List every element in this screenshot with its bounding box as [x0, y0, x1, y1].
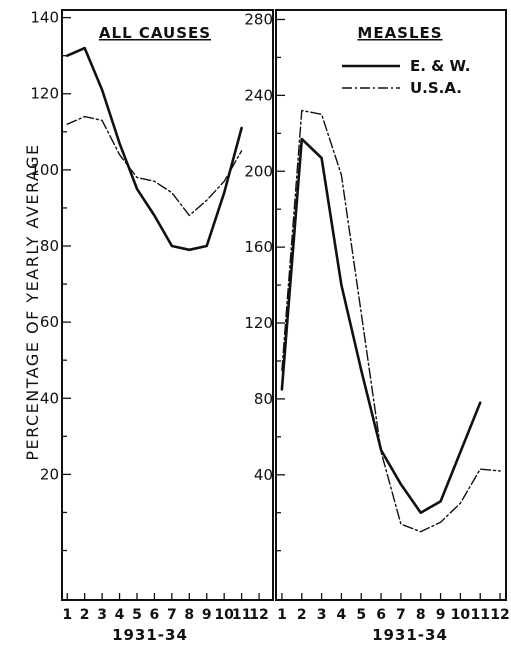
x-tick-label-1: 1 — [277, 607, 287, 623]
panel-all-causes-x-label: 1931-34 — [112, 626, 188, 644]
x-tick-label-9: 9 — [436, 607, 446, 623]
x-tick-label-6: 6 — [376, 607, 386, 623]
measles-series-e-w — [280, 137, 482, 515]
panel-measles: MEASLES 1931-34 E. & W. U.S.A. 408012016… — [244, 9, 510, 644]
y-axis-label: PERCENTAGE OF YEARLY AVERAGE — [23, 143, 42, 460]
legend-label-usa: U.S.A. — [410, 79, 462, 97]
x-tick-label-5: 5 — [356, 607, 366, 623]
y-tick-label-120: 120 — [30, 85, 59, 103]
x-tick-label-2: 2 — [80, 607, 90, 623]
x-tick-label-11: 11 — [232, 607, 251, 623]
x-tick-label-8: 8 — [184, 607, 194, 623]
panel-measles-title: MEASLES — [357, 24, 442, 42]
x-tick-label-7: 7 — [396, 607, 406, 623]
x-tick-label-8: 8 — [416, 607, 426, 623]
x-tick-label-12: 12 — [249, 607, 268, 623]
all-causes-series-u-s-a — [66, 115, 243, 217]
y-tick-label-40: 40 — [254, 466, 273, 484]
y-tick-label-280: 280 — [244, 10, 273, 28]
y-tick-label-80: 80 — [254, 390, 273, 408]
measles-series-u-s-a — [281, 109, 501, 533]
x-tick-label-11: 11 — [470, 607, 489, 623]
y-tick-label-100: 100 — [30, 161, 59, 179]
x-tick-label-10: 10 — [451, 607, 471, 623]
x-tick-label-7: 7 — [167, 607, 177, 623]
x-tick-label-1: 1 — [62, 607, 72, 623]
x-tick-label-4: 4 — [115, 607, 125, 623]
x-tick-label-4: 4 — [337, 607, 347, 623]
y-tick-label-200: 200 — [244, 162, 273, 180]
x-tick-label-9: 9 — [202, 607, 212, 623]
x-tick-label-12: 12 — [490, 607, 509, 623]
x-tick-label-2: 2 — [297, 607, 307, 623]
y-tick-label-140: 140 — [30, 9, 59, 27]
y-tick-label-80: 80 — [40, 237, 59, 255]
panel-all-causes-title: ALL CAUSES — [99, 24, 211, 42]
x-tick-label-5: 5 — [132, 607, 142, 623]
legend-label-ew: E. & W. — [410, 57, 471, 75]
panel-measles-frame — [275, 9, 507, 601]
panel-all-causes-frame — [61, 9, 274, 601]
legend: E. & W. U.S.A. — [342, 57, 471, 97]
panel-measles-x-label: 1931-34 — [372, 626, 448, 644]
y-tick-label-60: 60 — [40, 313, 59, 331]
all-causes-series-e-w — [65, 46, 243, 252]
x-tick-label-3: 3 — [317, 607, 327, 623]
y-tick-label-40: 40 — [40, 389, 59, 407]
x-tick-label-6: 6 — [150, 607, 160, 623]
y-tick-label-120: 120 — [244, 314, 273, 332]
y-tick-label-160: 160 — [244, 238, 273, 256]
y-tick-label-20: 20 — [40, 465, 59, 483]
x-tick-label-10: 10 — [214, 607, 234, 623]
y-tick-label-240: 240 — [244, 86, 273, 104]
x-tick-label-3: 3 — [97, 607, 107, 623]
